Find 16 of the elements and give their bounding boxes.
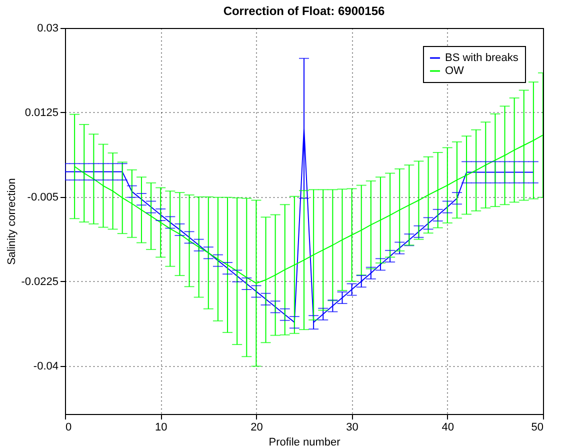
y-tick-label: 0.03	[37, 22, 58, 34]
chart-title: Correction of Float: 6900156	[223, 4, 386, 18]
x-tick-label: 50	[531, 422, 544, 434]
y-axis-title: Salinity correction	[6, 178, 18, 265]
x-tick-label: 0	[66, 422, 72, 434]
y-tick-label: 0.0125	[24, 106, 58, 119]
legend-label: OW	[445, 65, 465, 77]
y-tick-label: -0.0225	[21, 276, 58, 288]
x-tick-label: 20	[250, 422, 263, 434]
x-tick-label: 10	[154, 422, 168, 434]
x-axis-title: Profile number	[268, 436, 341, 447]
y-tick-label: -0.04	[33, 360, 58, 372]
x-tick-label: 40	[442, 422, 454, 434]
x-tick-label: 30	[346, 422, 358, 434]
y-tick-label: -0.005	[27, 191, 58, 204]
legend-label: BS with breaks	[445, 52, 519, 64]
